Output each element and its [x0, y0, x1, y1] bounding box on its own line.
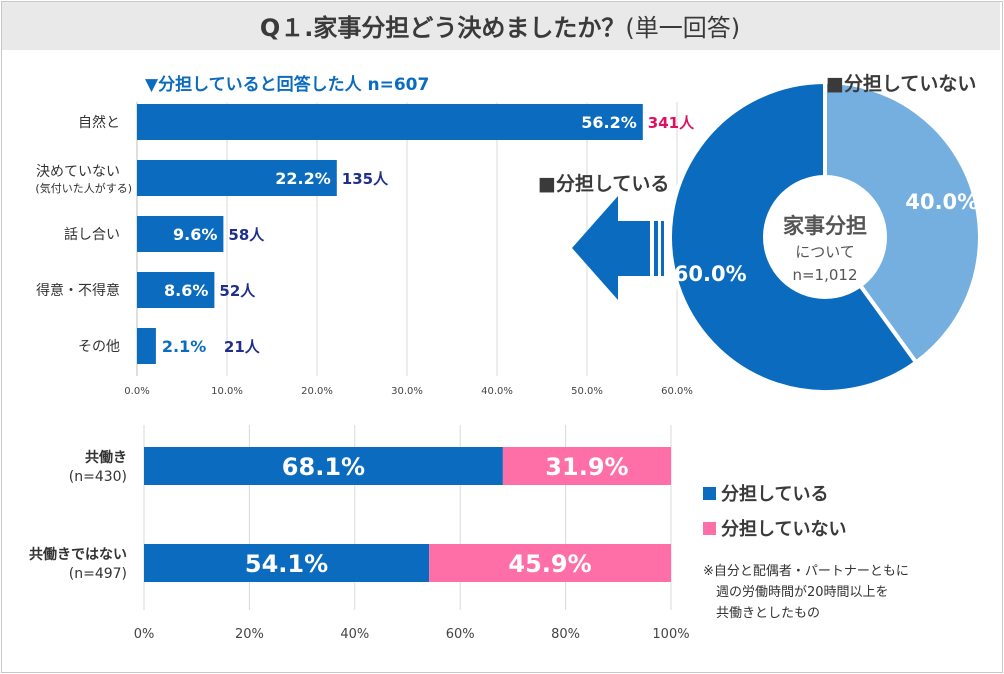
pie-value-label: 60.0% [674, 262, 747, 286]
bar-value-label: 8.6% [164, 281, 208, 300]
x-tick-label: 10.0% [211, 386, 243, 397]
pie-center-n: n=1,012 [792, 266, 857, 284]
title-main: Q１.家事分担どう決めましたか？ [259, 14, 626, 42]
category-label: その他 [78, 339, 120, 355]
arrow-stripe [654, 221, 658, 276]
bar-count-label: 135人 [342, 170, 389, 188]
bar-count-label: 21人 [224, 338, 261, 356]
x-tick-label: 20.0% [301, 386, 333, 397]
footnote: 共働きとしたもの [716, 606, 820, 621]
pie-value-label: 40.0% [905, 190, 978, 214]
bar-chart-subtitle: ▼分担していると回答した人 n=607 [145, 74, 429, 95]
legend-swatch [703, 487, 716, 500]
x-tick-label: 40% [340, 627, 369, 642]
stacked-bar-value-label: 54.1% [245, 550, 328, 578]
arrow-stripe [661, 221, 664, 276]
pie-center-subtitle: について [795, 243, 855, 261]
legend-label: 分担している [721, 483, 828, 505]
x-tick-label: 30.0% [391, 386, 423, 397]
bar-value-label: 2.1% [162, 337, 206, 356]
stacked-bar-value-label: 45.9% [508, 550, 591, 578]
x-tick-label: 60% [446, 627, 475, 642]
bar [137, 328, 156, 364]
bar-count-label: 58人 [228, 226, 265, 244]
bar-count-label: 52人 [219, 282, 256, 300]
category-label: 自然と [78, 114, 120, 131]
x-tick-label: 50.0% [571, 386, 603, 397]
bar-value-label: 22.2% [275, 169, 331, 188]
bar-value-label: 56.2% [581, 113, 637, 132]
category-label: 得意・不得意 [36, 282, 120, 299]
bar-count-label: 341人 [648, 114, 695, 132]
pie-center-title: 家事分担 [783, 214, 867, 238]
x-tick-label: 100% [652, 627, 689, 642]
bar [137, 160, 337, 196]
footnote: 週の労働時間が20時間以上を [716, 585, 889, 600]
title-sub: (単一回答) [625, 14, 741, 42]
legend-label: 分担していない [721, 518, 846, 540]
stacked-bar-segment [502, 447, 671, 485]
pie-legend-not-sharing: ■分担していない [826, 72, 976, 95]
bar-value-label: 9.6% [173, 225, 217, 244]
legend-swatch [703, 522, 716, 535]
page-title: Q１.家事分担どう決めましたか？(単一回答) [0, 8, 1000, 43]
bar [137, 272, 215, 308]
pie-legend-sharing: ■分担している [538, 172, 669, 195]
footnote: ※自分と配偶者・パートナーともに [703, 564, 909, 579]
category-sublabel: (n=430) [69, 469, 127, 485]
x-tick-label: 80% [551, 627, 580, 642]
stacked-bar-segment [144, 544, 430, 582]
x-tick-label: 0.0% [124, 386, 149, 397]
x-tick-label: 60.0% [661, 386, 693, 397]
category-label: 話し合い [64, 226, 120, 243]
stacked-bar-segment [144, 447, 503, 485]
category-label: 決めていない [36, 164, 120, 180]
bar [137, 104, 643, 140]
stacked-bar-value-label: 68.1% [282, 453, 365, 481]
pie-slice [823, 79, 982, 366]
category-label: 共働き [85, 449, 127, 466]
category-label: 共働きではない [29, 546, 127, 563]
x-tick-label: 40.0% [481, 386, 513, 397]
left-arrow-icon [572, 196, 650, 300]
bar [137, 216, 224, 252]
x-tick-label: 20% [235, 627, 264, 642]
category-sublabel: (気付いた人がする) [35, 181, 132, 195]
category-sublabel: (n=497) [69, 566, 127, 582]
title-bar [2, 2, 1000, 50]
pie-center-hole [763, 175, 887, 299]
x-tick-label: 0% [134, 627, 155, 642]
stacked-bar-segment [429, 544, 671, 582]
stacked-bar-value-label: 31.9% [545, 453, 628, 481]
